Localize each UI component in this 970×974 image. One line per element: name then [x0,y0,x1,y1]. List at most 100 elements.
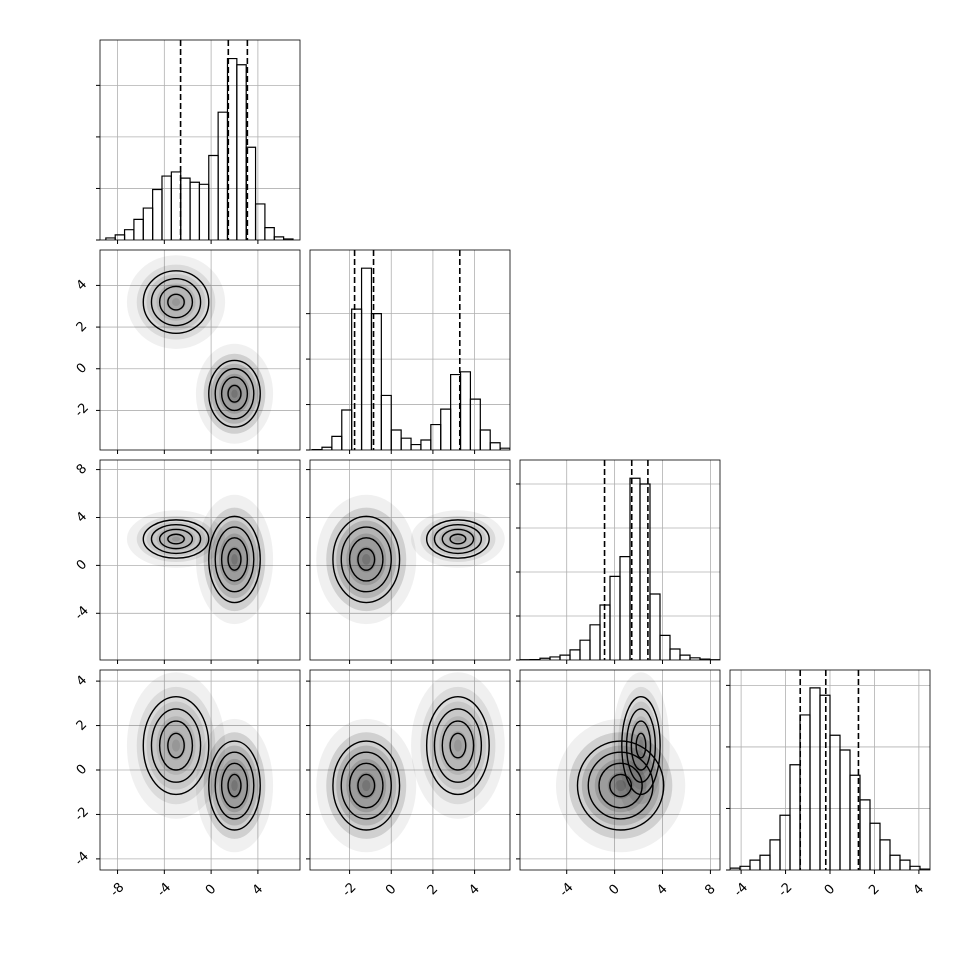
histogram-bar [560,655,570,660]
histogram-bar [670,649,680,660]
histogram-bar [880,840,890,870]
histogram-bar [770,840,780,870]
histogram-bar [550,657,560,660]
histogram-bar [274,237,283,240]
y-tick-label: 4 [74,277,90,293]
histogram-bar [870,823,880,870]
panel [520,460,720,660]
histogram-bar [181,178,190,240]
histogram-bar [162,176,171,240]
histogram-bar [580,640,590,660]
histogram-bar [470,399,480,450]
histogram-bar [490,443,500,450]
histogram-bar [332,436,342,450]
y-tick-label: 2 [74,717,90,733]
histogram-bar [190,182,199,240]
y-tick-label: 4 [74,673,90,689]
histogram-bar [125,230,134,240]
histogram-bar [830,735,840,870]
panel [310,460,510,660]
x-tick-label: -4 [557,880,577,900]
histogram-bar [800,715,810,870]
density-region [231,554,237,565]
histogram-bar [750,860,760,870]
x-tick-label: 4 [654,882,670,898]
histogram-bar [209,155,218,240]
histogram-bar [199,184,208,240]
histogram-bar [790,765,800,870]
density-region [231,780,237,791]
x-tick-label: 0 [203,882,219,898]
y-tick-label: 8 [74,461,90,477]
density-region [172,537,180,542]
histogram-bar [570,650,580,660]
y-tick-label: 0 [74,762,90,778]
x-tick-label: 2 [866,882,882,898]
y-tick-label: -2 [72,805,92,825]
panel [100,460,300,660]
histogram-bar [342,410,352,450]
x-tick-label: -4 [731,880,751,900]
histogram-bar [650,594,660,660]
histogram-bar [153,189,162,240]
panel [520,670,720,870]
histogram-bar [391,430,401,450]
density-region [615,780,626,791]
panel [100,670,300,870]
histogram-bar [411,445,421,450]
histogram-bar [352,309,362,450]
x-tick-label: 8 [702,882,718,898]
histogram-bar [461,372,471,450]
x-tick-label: 0 [383,882,399,898]
density-region [454,739,462,751]
histogram-bar [134,219,143,240]
histogram-bar [590,625,600,660]
histogram-bar [890,855,900,870]
density-region [362,780,370,791]
histogram-bar [680,655,690,660]
histogram-bar [660,635,670,660]
y-tick-label: -4 [72,849,92,869]
histogram-bar [381,395,391,450]
x-tick-label: 4 [466,882,482,898]
histogram-bar [171,172,180,240]
histogram-bar [256,204,265,240]
panel [310,670,510,870]
histogram-bar [441,409,451,450]
histogram-bar [218,112,227,240]
density-region [172,739,180,751]
x-tick-label: 2 [425,882,441,898]
histogram-bar [322,447,332,450]
histogram-bar [900,860,910,870]
histogram-bar [760,855,770,870]
y-tick-label: -4 [72,603,92,623]
panel [730,670,930,870]
x-tick-label: 4 [250,882,266,898]
density-region [231,390,237,398]
y-tick-label: 0 [74,361,90,377]
histogram-bar [840,750,850,870]
panel [100,250,300,450]
density-region [362,554,370,565]
y-tick-label: 0 [74,557,90,573]
histogram-bar [480,430,490,450]
histogram-bar [115,235,124,240]
y-tick-label: 4 [74,509,90,525]
density-region [454,537,462,542]
histogram-bar [421,440,431,450]
histogram-bar [860,800,870,870]
histogram-bar [810,688,820,870]
histogram-bar [143,208,152,240]
x-tick-label: 4 [911,882,927,898]
y-tick-label: 2 [74,319,90,335]
histogram-bar [431,425,441,450]
histogram-bar [237,65,246,240]
x-tick-label: -4 [154,880,174,900]
y-tick-label: -2 [72,401,92,421]
x-tick-label: 0 [822,882,838,898]
panel [310,250,510,450]
x-tick-label: -2 [340,880,360,900]
density-region [172,298,180,306]
